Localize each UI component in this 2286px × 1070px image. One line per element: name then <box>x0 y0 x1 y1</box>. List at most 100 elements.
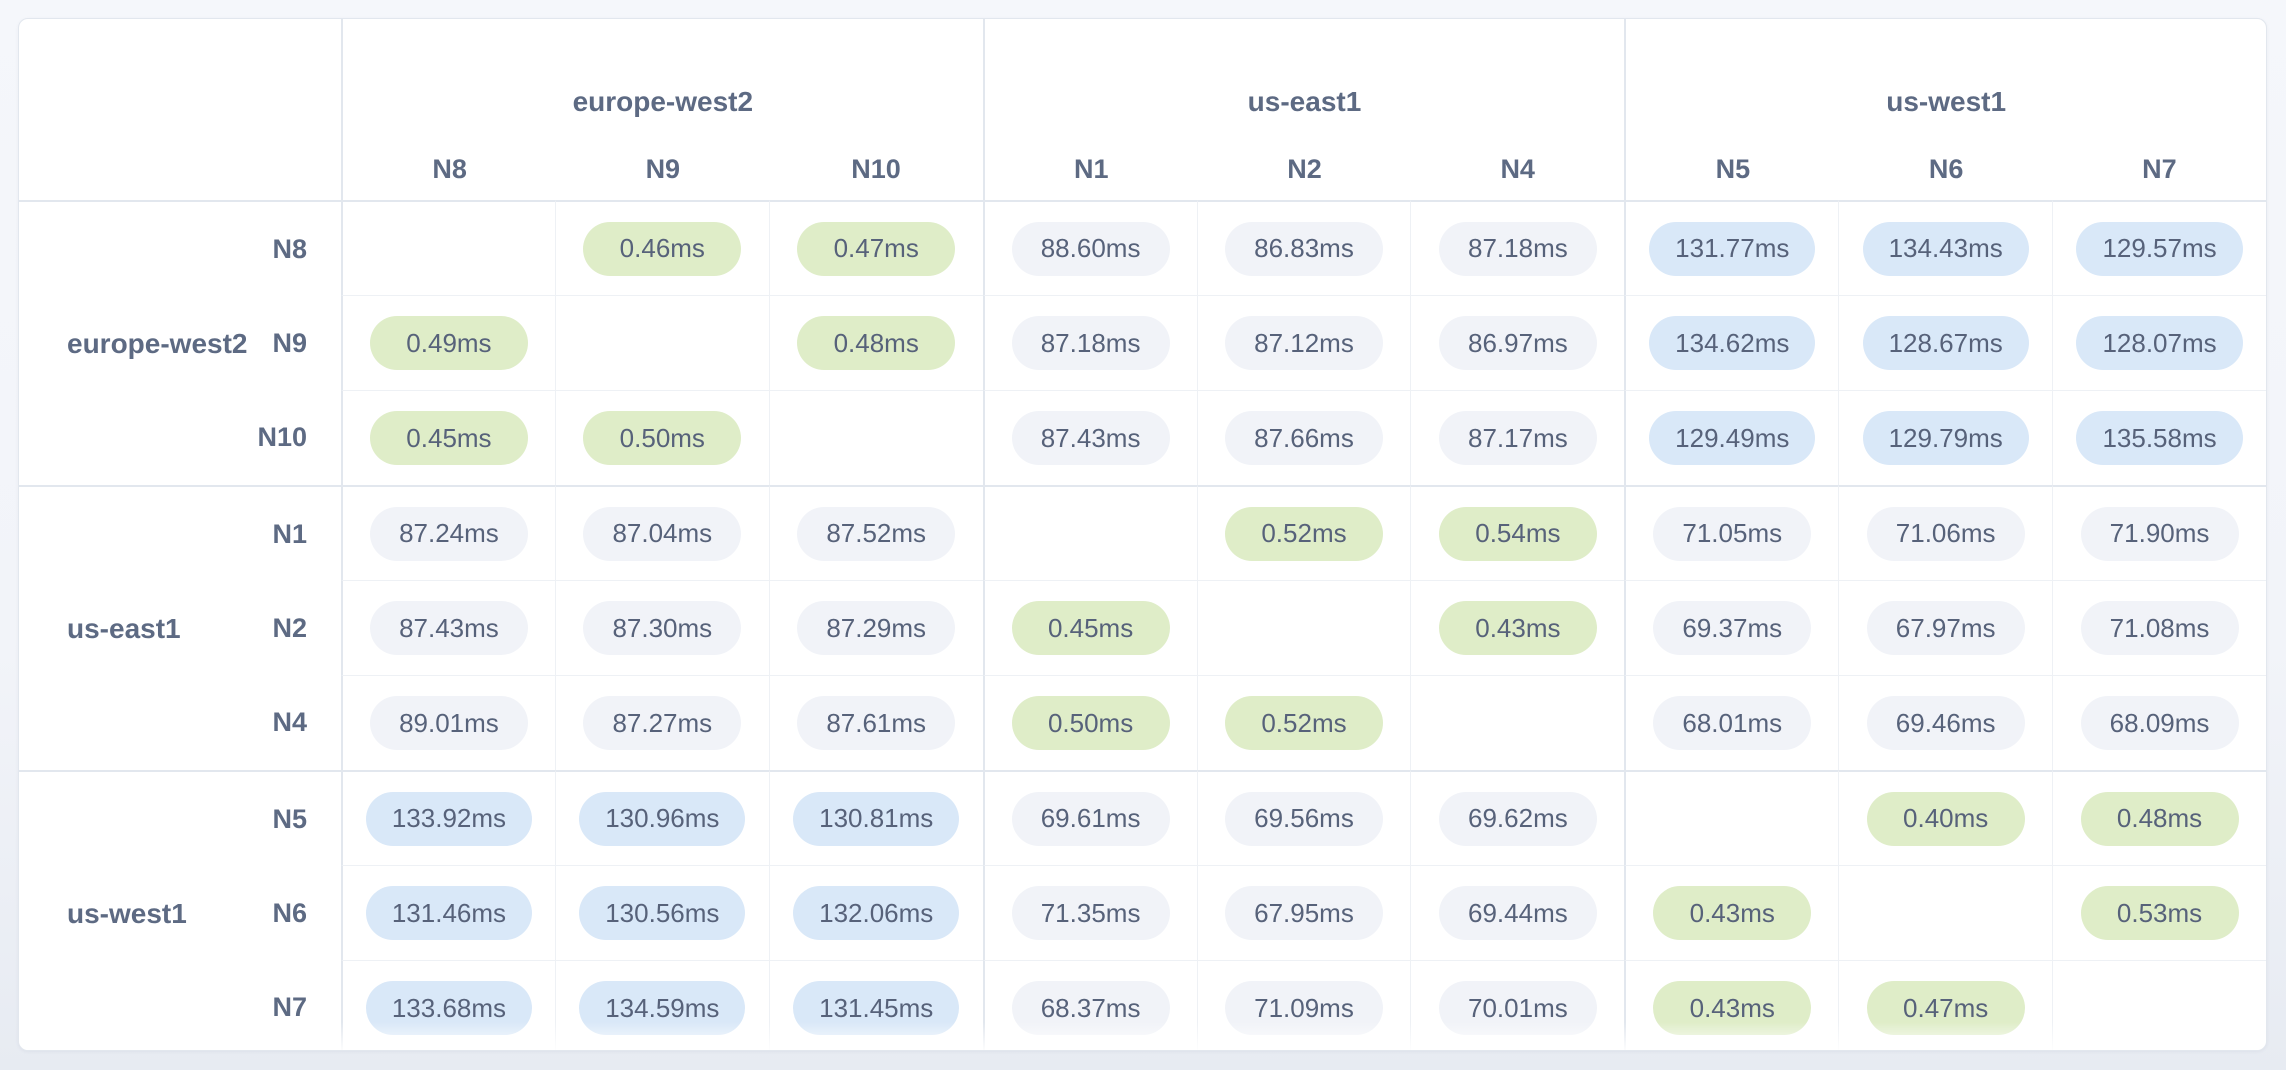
latency-pill[interactable]: 131.46ms <box>365 886 533 940</box>
latency-pill[interactable]: 87.43ms <box>1011 411 1170 465</box>
latency-pill[interactable]: 0.43ms <box>1653 981 1812 1035</box>
latency-cell <box>982 485 1197 580</box>
row-node-label: N10 <box>257 422 307 453</box>
latency-pill[interactable]: 0.43ms <box>1438 601 1597 655</box>
latency-pill[interactable]: 0.54ms <box>1438 506 1597 561</box>
latency-cell: 0.54ms <box>1410 485 1625 580</box>
latency-pill[interactable]: 131.45ms <box>793 981 960 1035</box>
latency-cell: 133.68ms <box>341 960 555 1050</box>
latency-pill[interactable]: 67.95ms <box>1224 886 1383 940</box>
latency-pill[interactable]: 133.92ms <box>365 791 533 846</box>
latency-pill[interactable]: 129.57ms <box>2076 221 2243 276</box>
latency-pill[interactable]: 71.05ms <box>1653 506 1812 561</box>
latency-pill[interactable]: 0.43ms <box>1653 886 1812 940</box>
latency-pill[interactable]: 133.68ms <box>365 981 533 1035</box>
latency-cell: 129.49ms <box>1624 390 1839 485</box>
latency-pill[interactable]: 131.77ms <box>1649 221 1816 276</box>
latency-pill[interactable]: 130.96ms <box>579 791 746 846</box>
latency-pill[interactable]: 87.12ms <box>1224 316 1383 370</box>
latency-pill[interactable]: 87.52ms <box>797 506 956 561</box>
latency-pill[interactable]: 87.18ms <box>1438 221 1597 276</box>
latency-pill[interactable]: 71.08ms <box>2080 601 2239 655</box>
latency-pill[interactable]: 0.47ms <box>797 221 956 276</box>
latency-pill[interactable]: 0.45ms <box>369 411 528 465</box>
latency-pill[interactable]: 69.46ms <box>1866 696 2025 750</box>
latency-cell: 71.90ms <box>2052 485 2266 580</box>
latency-pill[interactable]: 89.01ms <box>369 696 528 750</box>
latency-pill[interactable]: 87.30ms <box>583 601 742 655</box>
latency-pill[interactable]: 68.09ms <box>2080 696 2239 750</box>
row-region-group-label: europe-west2 N8 N9 N10 <box>19 200 341 485</box>
latency-pill[interactable]: 129.79ms <box>1862 411 2029 465</box>
latency-pill[interactable]: 130.56ms <box>579 886 746 940</box>
latency-cell: 87.66ms <box>1196 390 1411 485</box>
latency-pill[interactable]: 134.43ms <box>1862 221 2029 276</box>
latency-cell <box>1196 580 1411 675</box>
latency-cell: 87.12ms <box>1196 295 1411 390</box>
latency-pill[interactable]: 130.81ms <box>793 791 960 846</box>
latency-cell: 0.52ms <box>1196 485 1411 580</box>
latency-pill[interactable]: 0.48ms <box>2080 791 2239 846</box>
latency-pill[interactable]: 87.61ms <box>797 696 956 750</box>
latency-cell: 68.37ms <box>982 960 1197 1050</box>
latency-pill[interactable]: 134.62ms <box>1649 316 1816 370</box>
latency-pill[interactable]: 86.83ms <box>1224 221 1383 276</box>
row-node-label: N6 <box>272 897 307 928</box>
latency-pill[interactable]: 87.27ms <box>583 696 742 750</box>
latency-pill[interactable]: 128.67ms <box>1862 316 2029 370</box>
latency-pill[interactable]: 87.29ms <box>797 601 956 655</box>
latency-pill[interactable]: 88.60ms <box>1011 221 1170 276</box>
latency-pill[interactable]: 0.50ms <box>583 411 742 465</box>
latency-pill[interactable]: 0.52ms <box>1224 696 1383 750</box>
latency-cell: 0.43ms <box>1624 865 1839 960</box>
row-node-label: N8 <box>272 233 307 264</box>
latency-cell: 130.56ms <box>554 865 769 960</box>
latency-pill[interactable]: 71.06ms <box>1866 506 2025 561</box>
latency-cell: 0.48ms <box>768 295 983 390</box>
latency-cell <box>1624 770 1839 865</box>
latency-pill[interactable]: 68.37ms <box>1011 981 1170 1035</box>
latency-pill[interactable]: 0.48ms <box>797 316 956 370</box>
latency-pill[interactable]: 87.66ms <box>1224 411 1383 465</box>
latency-cell: 129.79ms <box>1838 390 2053 485</box>
latency-pill[interactable]: 71.35ms <box>1011 886 1170 940</box>
latency-pill[interactable]: 0.46ms <box>583 221 742 276</box>
latency-pill[interactable]: 87.24ms <box>369 506 528 561</box>
latency-pill[interactable]: 69.62ms <box>1438 791 1597 846</box>
latency-pill[interactable]: 87.04ms <box>583 506 742 561</box>
latency-cell: 87.29ms <box>768 580 983 675</box>
latency-pill[interactable]: 134.59ms <box>579 981 746 1035</box>
latency-pill[interactable]: 70.01ms <box>1438 981 1597 1035</box>
latency-pill[interactable]: 0.40ms <box>1866 791 2025 846</box>
latency-cell: 69.46ms <box>1838 675 2053 770</box>
latency-pill[interactable]: 129.49ms <box>1649 411 1816 465</box>
latency-pill[interactable]: 86.97ms <box>1438 316 1597 370</box>
latency-pill[interactable]: 128.07ms <box>2076 316 2243 370</box>
latency-pill[interactable]: 135.58ms <box>2076 411 2243 465</box>
latency-pill[interactable]: 0.45ms <box>1011 601 1170 655</box>
latency-pill[interactable]: 87.18ms <box>1011 316 1170 370</box>
column-node-labels: N5 N6 N7 <box>1626 138 2266 200</box>
latency-cell <box>341 200 555 295</box>
latency-pill[interactable]: 132.06ms <box>793 886 960 940</box>
latency-pill[interactable]: 68.01ms <box>1653 696 1812 750</box>
latency-pill[interactable]: 69.56ms <box>1224 791 1383 846</box>
latency-pill[interactable]: 0.53ms <box>2080 886 2239 940</box>
latency-pill[interactable]: 87.43ms <box>369 601 528 655</box>
latency-cell: 69.61ms <box>982 770 1197 865</box>
latency-cell: 67.95ms <box>1196 865 1411 960</box>
latency-pill[interactable]: 0.50ms <box>1011 696 1170 750</box>
latency-pill[interactable]: 69.44ms <box>1438 886 1597 940</box>
latency-pill[interactable]: 87.17ms <box>1438 411 1597 465</box>
latency-pill[interactable]: 69.37ms <box>1653 601 1812 655</box>
latency-pill[interactable]: 0.47ms <box>1866 981 2025 1035</box>
latency-pill[interactable]: 71.09ms <box>1224 981 1383 1035</box>
latency-pill[interactable]: 67.97ms <box>1866 601 2025 655</box>
latency-pill[interactable]: 0.49ms <box>369 316 528 370</box>
column-node-header: N9 <box>645 153 681 184</box>
latency-pill[interactable]: 71.90ms <box>2080 506 2239 561</box>
latency-cell: 131.77ms <box>1624 200 1839 295</box>
latency-pill[interactable]: 0.52ms <box>1224 506 1383 561</box>
latency-pill[interactable]: 69.61ms <box>1011 791 1170 846</box>
